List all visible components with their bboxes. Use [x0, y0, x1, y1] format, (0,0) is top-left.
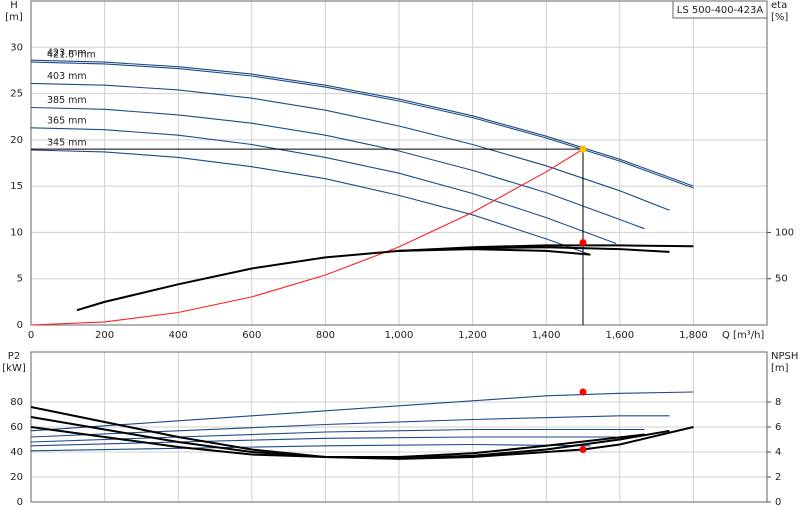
plot-frame — [30, 0, 768, 326]
y-tick-label: 10 — [10, 227, 23, 238]
series-label: 421.6 mm — [47, 50, 96, 61]
series-line — [30, 127, 617, 245]
y2-tick-label: 50 — [775, 274, 788, 285]
series-label: 365 mm — [47, 115, 87, 126]
series-line — [30, 428, 645, 443]
series-label: 385 mm — [47, 95, 87, 106]
y-tick-label: 25 — [10, 89, 23, 100]
series-line — [30, 443, 591, 452]
y-tick-label: 20 — [10, 135, 23, 146]
x-tick-label: 400 — [169, 330, 188, 341]
y-axis-label: H — [10, 0, 18, 11]
operating-point — [579, 446, 587, 453]
series-line — [30, 148, 584, 326]
y-tick-label: 0 — [17, 497, 23, 508]
series-line — [30, 149, 591, 256]
y2-tick-label: 100 — [775, 227, 794, 238]
y2-tick-label: 0 — [775, 497, 781, 508]
y-axis-unit: [kW] — [2, 363, 26, 374]
x-tick-label: 1,200 — [458, 330, 487, 341]
series-label: 403 mm — [47, 71, 87, 82]
operating-point — [579, 388, 587, 396]
y-tick-label: 80 — [10, 397, 23, 408]
x-tick-label: 600 — [242, 330, 261, 341]
series-line — [30, 426, 645, 458]
y-tick-label: 15 — [10, 181, 23, 192]
x-tick-label: 1,000 — [385, 330, 414, 341]
x-tick-label: 0 — [28, 330, 34, 341]
y2-tick-label: 2 — [775, 472, 781, 483]
y2-axis-label: NPSH — [771, 351, 798, 362]
y2-axis-label: eta — [771, 0, 787, 11]
x-tick-label: 200 — [95, 330, 114, 341]
series-label: 423 mm — [47, 48, 87, 59]
y-tick-label: 5 — [17, 274, 23, 285]
y-axis-unit: [m] — [5, 12, 23, 23]
y2-axis-unit: [m] — [771, 363, 789, 374]
x-tick-label: 1,400 — [532, 330, 561, 341]
box-label: LS 500-400-423A — [677, 5, 764, 16]
x-tick-label: 1,600 — [605, 330, 634, 341]
series-label: 345 mm — [47, 138, 87, 149]
x-axis-label: Q [m³/h] — [722, 330, 764, 341]
operating-point — [579, 239, 587, 247]
x-tick-label: 800 — [316, 330, 335, 341]
series-line — [30, 391, 694, 432]
y2-tick-label: 8 — [775, 397, 781, 408]
series-line — [398, 248, 591, 256]
y2-tick-label: 6 — [775, 422, 781, 433]
y-tick-label: 40 — [10, 447, 23, 458]
y-tick-label: 0 — [17, 320, 23, 331]
label-box — [672, 0, 768, 19]
x-tick-label: 1,800 — [679, 330, 708, 341]
y2-tick-label: 4 — [775, 447, 781, 458]
y-tick-label: 60 — [10, 422, 23, 433]
y2-axis-unit: [%] — [771, 12, 788, 23]
operating-point — [579, 145, 587, 153]
y-axis-label: P2 — [8, 351, 20, 362]
series-line — [30, 436, 617, 447]
series-line — [30, 59, 694, 187]
series-line — [76, 244, 694, 312]
series-line — [30, 61, 694, 189]
y-tick-label: 20 — [10, 472, 23, 483]
y-tick-label: 30 — [10, 42, 23, 53]
